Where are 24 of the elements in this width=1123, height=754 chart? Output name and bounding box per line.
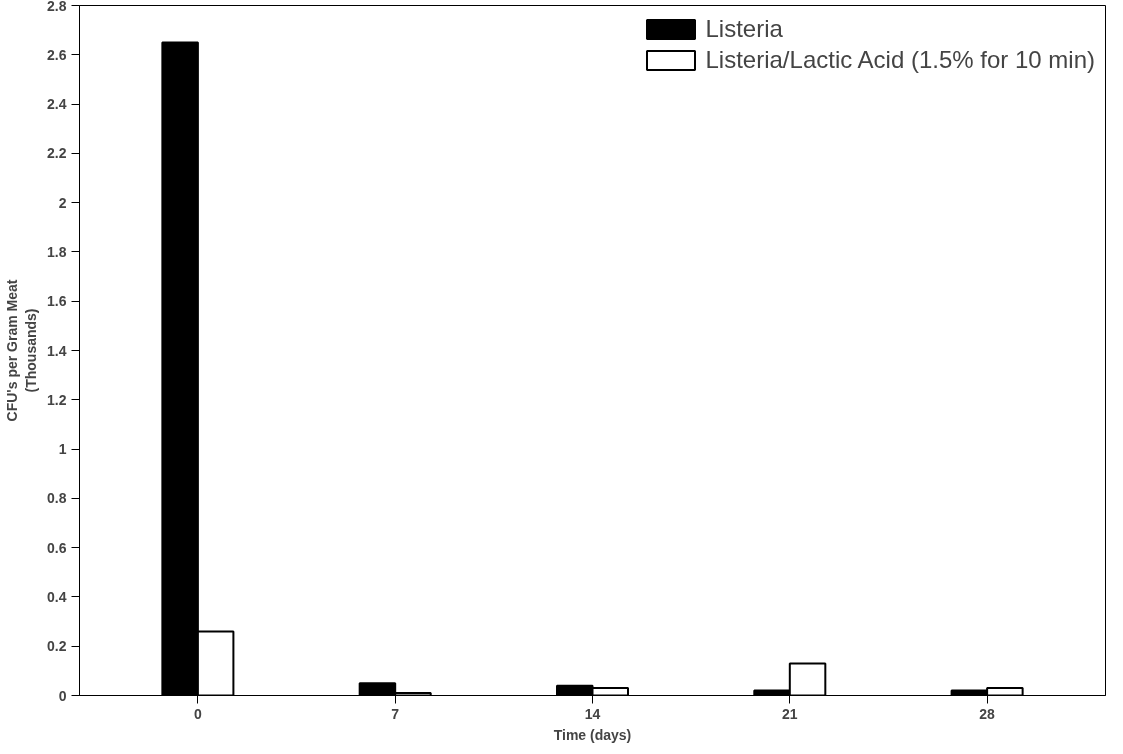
y-tick-label: 2.2 <box>47 145 67 162</box>
y-tick-label: 0.6 <box>47 539 67 556</box>
y-tick-label: 0.8 <box>47 490 67 507</box>
y-tick-label: 1.6 <box>47 293 67 310</box>
y-tick-label: 0 <box>58 687 67 704</box>
x-tick-label: 28 <box>979 705 996 722</box>
x-tick-label: 21 <box>782 705 798 722</box>
y-tick-label: 2 <box>58 194 67 211</box>
x-tick-label: 14 <box>584 705 601 722</box>
y-tick-label: 1 <box>58 441 67 458</box>
y-tick-label: 2.6 <box>47 46 67 63</box>
x-axis-title: Time (days) <box>553 726 632 743</box>
y-tick-label: 2.8 <box>47 0 67 14</box>
x-tick-label: 7 <box>391 705 400 722</box>
y-tick-label: 1.4 <box>47 342 67 359</box>
legend-label: Listeria/Lactic Acid (1.5% for 10 min) <box>705 46 1095 74</box>
x-tick-label: 0 <box>193 705 202 722</box>
legend-label: Listeria <box>705 15 783 43</box>
y-tick-label: 1.8 <box>47 243 67 260</box>
y-tick-label: 2.4 <box>47 96 67 113</box>
y-tick-label: 0.2 <box>47 638 67 655</box>
y-tick-label: 1.2 <box>47 391 67 408</box>
y-tick-label: 0.4 <box>47 588 67 605</box>
y-axis-title: CFU's per Gram Meat (Thousands) <box>3 279 40 422</box>
